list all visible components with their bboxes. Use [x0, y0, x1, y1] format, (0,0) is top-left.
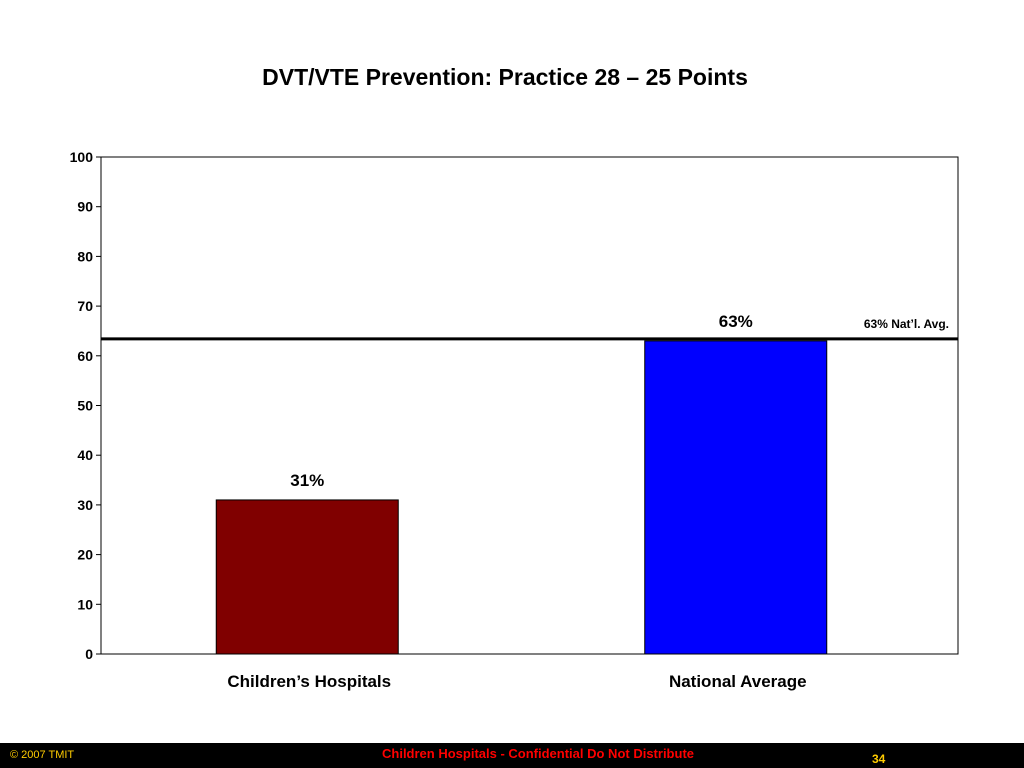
x-axis-labels: Children’s Hospitals National Average: [227, 672, 806, 691]
y-tick-label: 20: [77, 547, 93, 563]
y-tick-label: 80: [77, 248, 93, 264]
bar-value-label: 31%: [290, 471, 324, 490]
y-tick-label: 10: [77, 596, 93, 612]
y-tick-label: 30: [77, 497, 93, 513]
y-tick-label: 0: [85, 646, 93, 662]
page-number: 34: [872, 752, 886, 766]
x-category-label: Children’s Hospitals: [227, 672, 391, 691]
bar: [644, 340, 828, 655]
y-tick-label: 40: [77, 447, 93, 463]
y-tick-label: 50: [77, 398, 93, 414]
x-category-label: National Average: [669, 672, 807, 691]
y-tick-label: 100: [70, 149, 94, 165]
confidential-notice: Children Hospitals - Confidential Do Not…: [382, 746, 694, 761]
reference-line-label: 63% Nat’l. Avg.: [864, 317, 949, 331]
bar: [215, 499, 399, 655]
y-axis-ticks: 0 10 20 30 40 50 60 70 80 90 100: [70, 149, 101, 662]
footer-bar: © 2007 TMIT Children Hospitals - Confide…: [0, 743, 1024, 768]
bar-value-label: 63%: [719, 312, 753, 331]
copyright-text: © 2007 TMIT: [10, 749, 75, 761]
reference-line-group: 63% Nat’l. Avg.: [101, 317, 958, 341]
y-tick-label: 90: [77, 199, 93, 215]
y-tick-label: 60: [77, 348, 93, 364]
bars: 31% 63%: [215, 312, 828, 655]
y-tick-label: 70: [77, 298, 93, 314]
slide-title: DVT/VTE Prevention: Practice 28 – 25 Poi…: [262, 64, 748, 90]
plot-frame: [100, 156, 959, 655]
bar-chart: 0 10 20 30 40 50 60 70 80 90 100 31% 63% 63% Nat’l.…: [70, 149, 959, 691]
